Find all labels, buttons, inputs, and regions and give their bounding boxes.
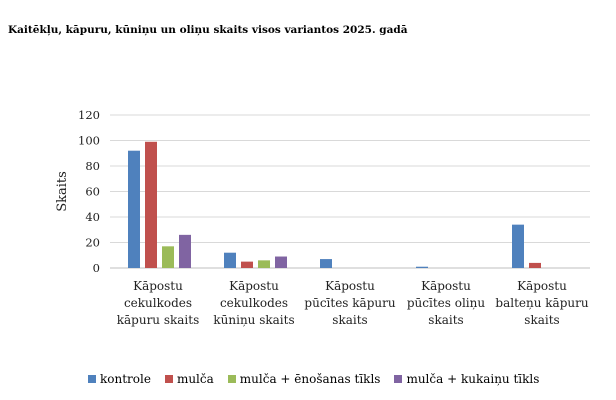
legend-item: mulča — [164, 372, 214, 386]
legend-label: mulča + kukaiņu tīkls — [406, 372, 540, 386]
category-label: cekulkodes — [220, 296, 288, 310]
bar — [128, 150, 140, 268]
y-tick-label: 20 — [85, 236, 100, 250]
chart-title: Kaitēkļu, kāpuru, kūniņu un oliņu skaits… — [8, 24, 408, 36]
legend-item: mulča + ēnošanas tīkls — [227, 372, 381, 386]
y-tick-label: 40 — [85, 210, 100, 224]
category-label: skaits — [524, 313, 559, 327]
category-label: cekulkodes — [124, 296, 192, 310]
y-tick-label: 120 — [78, 108, 100, 122]
bar — [241, 261, 253, 268]
bar — [258, 260, 270, 268]
bar — [162, 246, 174, 268]
category-label: kūniņu skaits — [213, 313, 294, 327]
bar — [224, 252, 236, 268]
category-label: skaits — [428, 313, 463, 327]
legend-item: mulča + kukaiņu tīkls — [394, 372, 539, 386]
bar — [512, 224, 524, 268]
legend-swatch — [88, 375, 96, 383]
legend: kontrole mulča mulča + ēnošanas tīkls mulča… — [88, 370, 608, 388]
legend-label: kontrole — [100, 372, 151, 386]
legend-swatch — [164, 375, 173, 383]
bar — [320, 259, 332, 268]
y-tick-label: 0 — [93, 261, 100, 275]
legend-swatch — [394, 375, 403, 383]
category-label: pūcītes oliņu — [407, 296, 485, 310]
bar — [179, 234, 191, 268]
bar — [145, 141, 157, 268]
legend-label: mulča + ēnošanas tīkls — [239, 372, 381, 386]
category-label: Kāpostu — [229, 279, 279, 293]
category-label: Kāpostu — [133, 279, 183, 293]
bar — [416, 266, 428, 268]
category-label: Kāpostu — [325, 279, 375, 293]
category-label: balteņu kāpuru — [495, 296, 588, 310]
category-label: pūcītes kāpuru — [304, 296, 395, 310]
legend-item: kontrole — [88, 372, 151, 386]
category-label: kāpuru skaits — [117, 313, 200, 327]
y-tick-label: 80 — [85, 159, 100, 173]
legend-label: mulča — [176, 372, 214, 386]
y-tick-label: 100 — [78, 134, 100, 148]
category-label: Kāpostu — [421, 279, 471, 293]
category-label: Kāpostu — [517, 279, 567, 293]
bar — [275, 256, 287, 268]
y-tick-label: 60 — [85, 185, 100, 199]
y-axis-label: Skaits — [55, 171, 70, 212]
bar — [529, 262, 541, 268]
legend-swatch — [227, 375, 236, 383]
category-label: skaits — [332, 313, 367, 327]
